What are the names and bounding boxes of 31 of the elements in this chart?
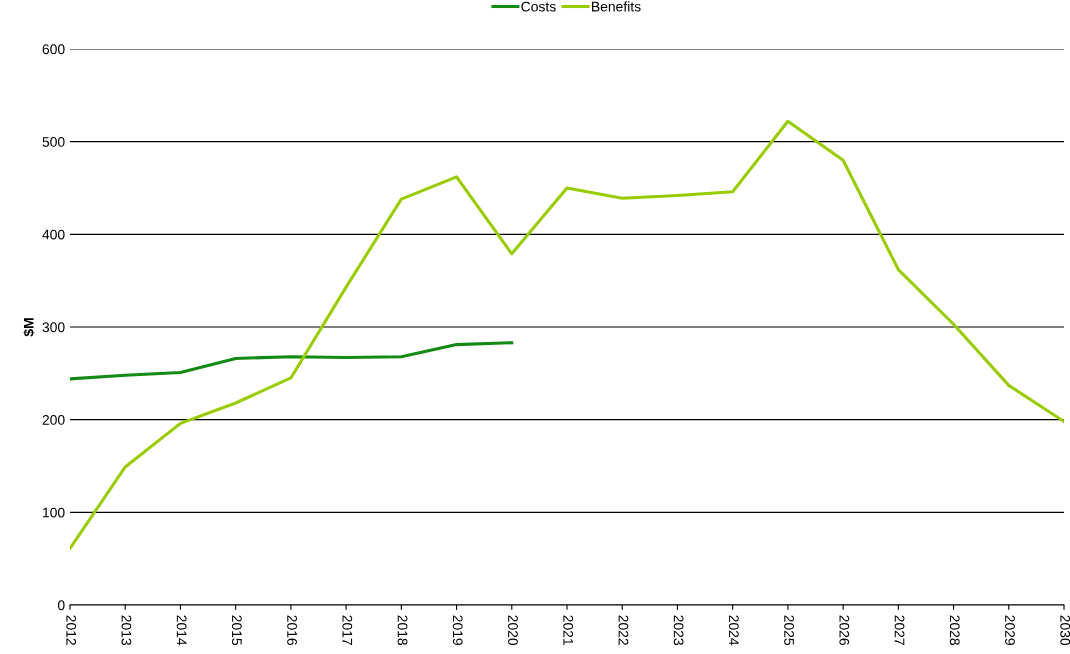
- x-tick-label: 2014: [176, 615, 187, 646]
- x-tick-label: 2025: [784, 615, 794, 646]
- line-series: [70, 341, 514, 381]
- x-tick-label: 2024: [728, 615, 739, 646]
- x-tick-label: 2027: [894, 615, 905, 645]
- y-tick-label: 200: [42, 415, 65, 425]
- x-tick-label: 2028: [949, 615, 960, 646]
- x-tick-label: 2016: [287, 615, 297, 646]
- x-tick-label: 2022: [618, 615, 629, 645]
- x-tick-label: 2026: [839, 615, 850, 646]
- x-tick-label: 2017: [342, 615, 353, 645]
- x-tick-label: 2013: [121, 615, 132, 646]
- x-tick-label: 2021: [563, 615, 574, 645]
- y-tick-label: 500: [42, 137, 65, 147]
- x-tick-label: 2018: [397, 615, 408, 646]
- x-tick-label: 2015: [231, 615, 242, 646]
- x-tick-label: 2030: [1060, 615, 1070, 646]
- y-axis-title: $M: [23, 318, 35, 337]
- y-tick-label: 0: [57, 600, 65, 611]
- x-tick-label: 2029: [1005, 615, 1015, 645]
- y-tick-label: 600: [42, 44, 65, 55]
- x-tick-label: 2023: [673, 615, 684, 646]
- y-tick-label: 100: [43, 507, 65, 518]
- y-tick-label: 300: [42, 322, 65, 333]
- legend-label: Costs: [521, 1, 556, 12]
- x-tick-label: 2012: [66, 615, 77, 645]
- x-tick-label: 2019: [452, 615, 463, 645]
- line-series: [70, 119, 1064, 550]
- y-tick-label: 400: [42, 229, 65, 240]
- x-tick-label: 2020: [508, 615, 518, 646]
- legend-label: Benefits: [592, 1, 641, 12]
